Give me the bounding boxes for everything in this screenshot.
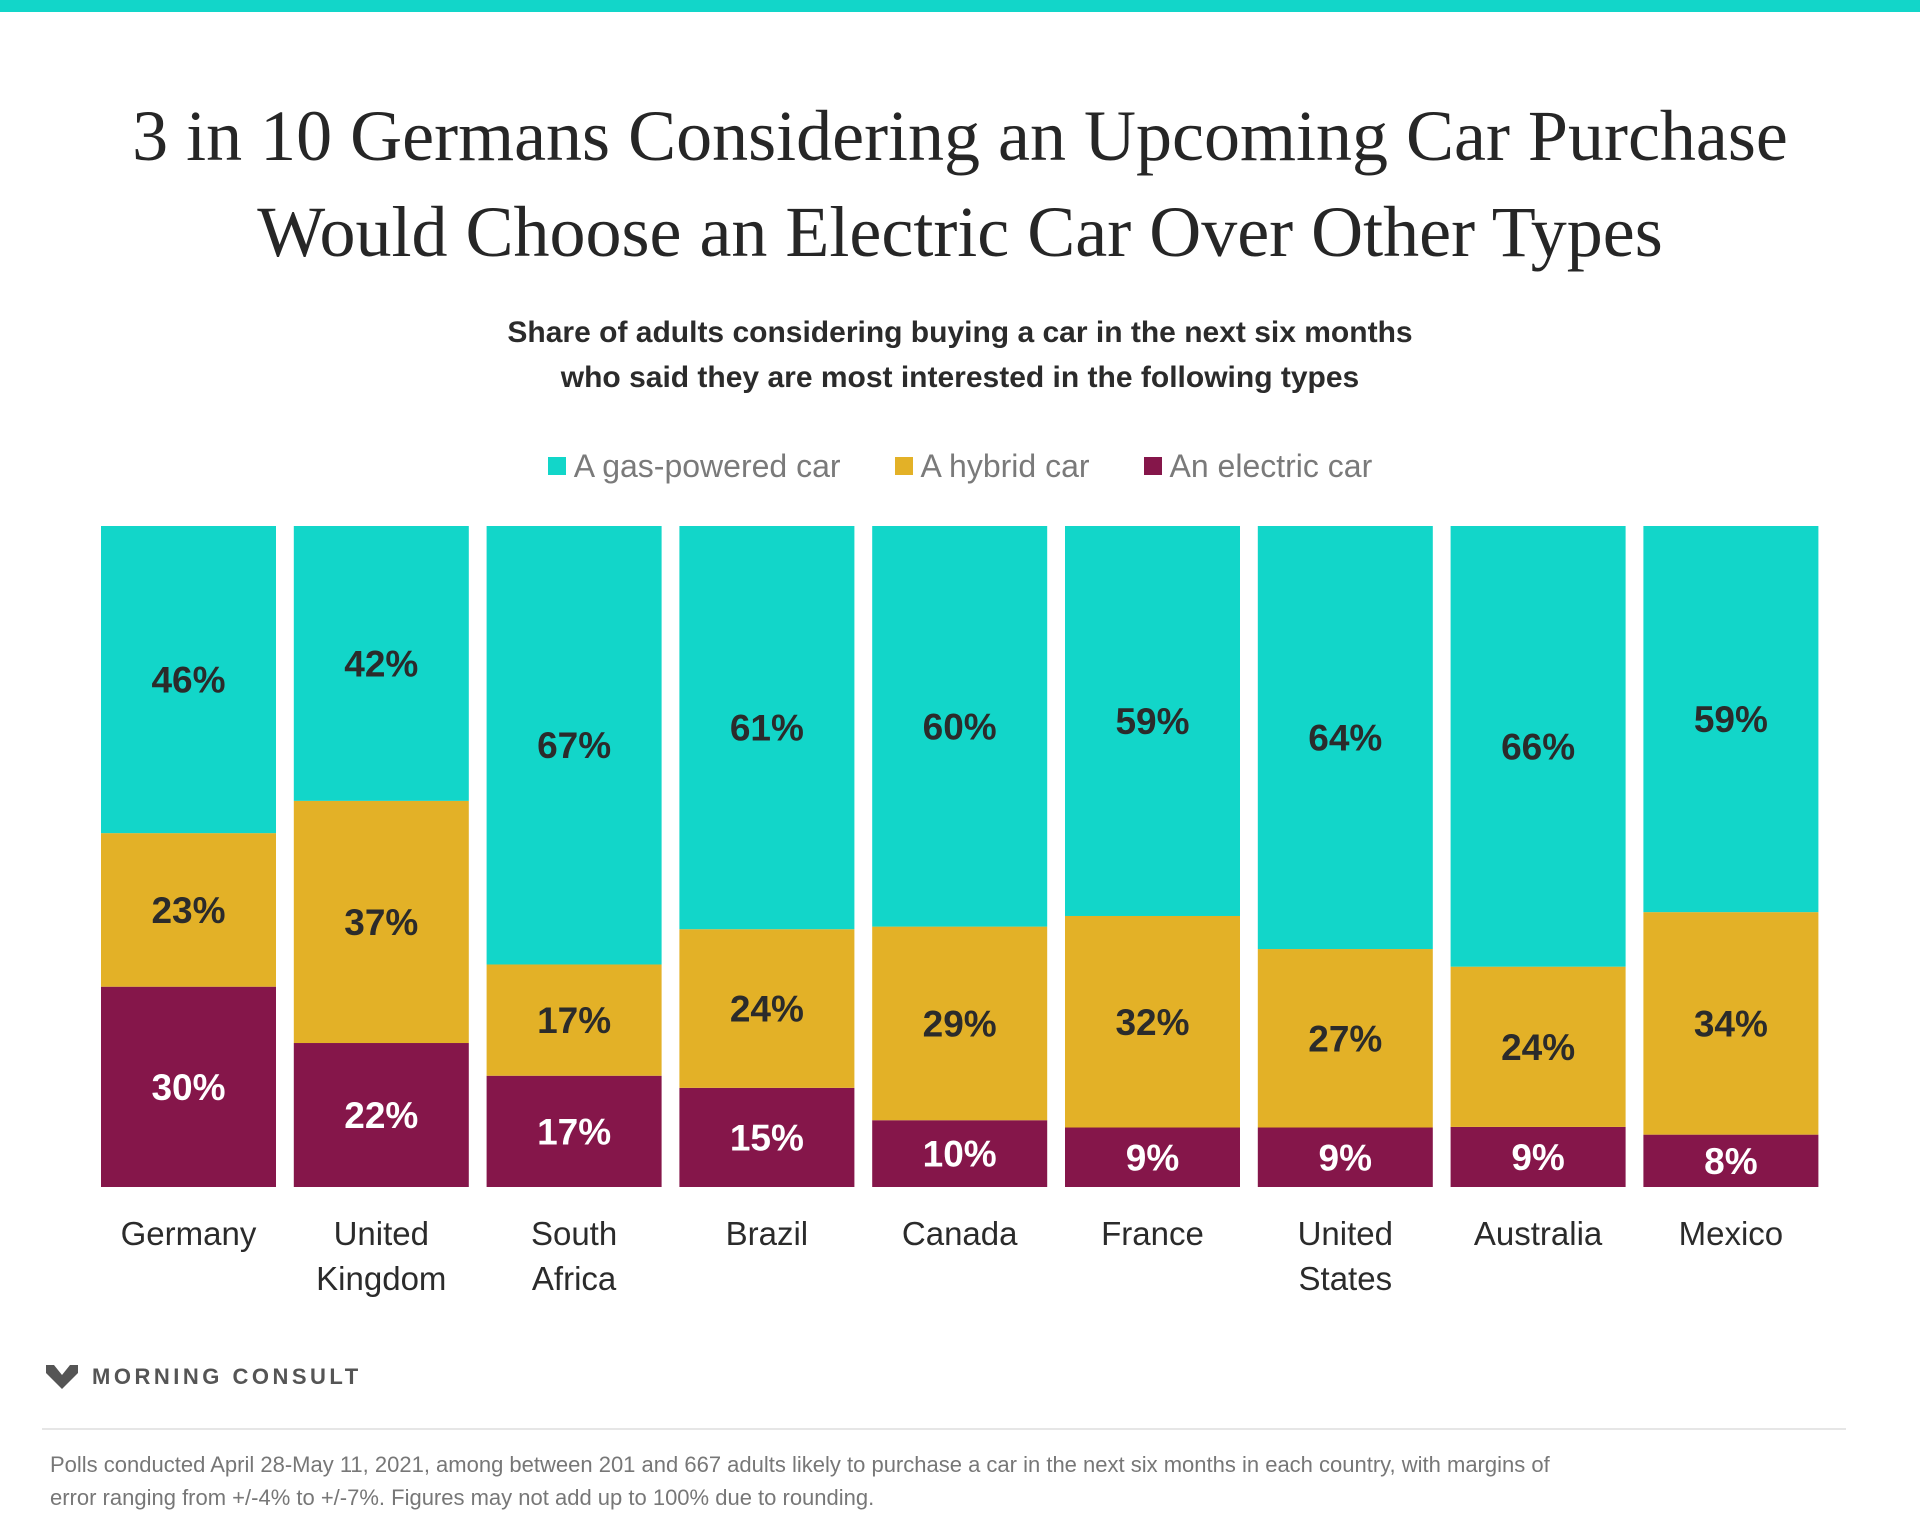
bar-segment-gas [486,526,662,965]
morning-consult-logo: MORNING CONSULT [46,1364,362,1390]
data-label-electric: 10% [923,1134,997,1175]
chart-subtitle-line-2: who said they are most interested in the… [560,361,1360,394]
top-accent-bar [0,0,1920,12]
bar-segment-gas [872,526,1048,927]
x-tick-label: Mexico [1679,1215,1784,1252]
bar-segment-hybrid [679,929,855,1088]
bar-segment-gas [101,526,276,834]
data-label-electric: 30% [151,1067,225,1108]
stacked-bar-chart: 30% 23% 46% Germany 22% 37% 42% United Kingdom 17… [101,526,1819,1297]
bar-segment-gas [293,526,469,801]
data-label-electric: 22% [344,1095,418,1136]
x-tick-label: France [1101,1215,1204,1252]
bar-segment-hybrid [1065,915,1240,1128]
data-label-hybrid: 29% [923,1003,997,1044]
data-label-hybrid: 34% [1694,1003,1768,1044]
data-label-electric: 8% [1704,1141,1757,1182]
bar-segment-hybrid [1643,912,1819,1135]
bar-segment-electric [1450,1126,1626,1187]
data-label-gas: 60% [923,706,997,747]
bar-segment-electric [872,1120,1048,1187]
legend-item-hybrid: A hybrid car [894,447,1090,485]
footer-divider [42,1428,1846,1430]
chart-title: 3 in 10 Germans Considering an Upcoming … [0,88,1920,280]
bar-segment-hybrid [1450,966,1626,1127]
bar-segment-hybrid [1257,949,1433,1128]
legend-label-gas: A gas-powered car [573,447,841,484]
bar-segment-electric [1257,1127,1433,1187]
data-label-gas: 67% [537,725,611,766]
bar-segment-gas [679,526,855,930]
chart-title-line-2: Would Choose an Electric Car Over Other … [257,192,1663,272]
data-label-hybrid: 24% [730,989,804,1030]
data-label-hybrid: 23% [151,890,225,931]
data-label-electric: 9% [1126,1137,1179,1178]
data-label-gas: 59% [1694,699,1768,740]
x-tick-label: South Africa [531,1215,617,1297]
legend-item-electric: An electric car [1143,447,1373,485]
bar-segment-gas [1643,526,1819,913]
data-label-gas: 64% [1308,718,1382,759]
bar-segment-hybrid [293,800,469,1044]
chart-legend: A gas-powered car A hybrid car An electr… [0,444,1920,488]
data-label-gas: 46% [151,660,225,701]
x-tick-label: Canada [902,1215,1018,1252]
legend-label-hybrid: A hybrid car [920,447,1090,484]
data-label-gas: 42% [344,643,418,684]
data-label-electric: 17% [537,1111,611,1152]
data-label-electric: 9% [1511,1137,1564,1178]
bar-segment-electric [101,986,276,1187]
footnote-line-1: Polls conducted April 28-May 11, 2021, a… [50,1452,1550,1477]
footnote: Polls conducted April 28-May 11, 2021, a… [50,1448,1870,1514]
legend-item-gas: A gas-powered car [547,447,841,485]
legend-swatch-gas [547,457,566,475]
data-label-hybrid: 32% [1115,1002,1189,1043]
bar-segment-electric [486,1075,662,1187]
chart-title-line-1: 3 in 10 Germans Considering an Upcoming … [132,96,1788,176]
data-label-electric: 9% [1319,1137,1372,1178]
bar-segment-gas [1257,526,1433,950]
x-tick-label: United States [1298,1215,1393,1297]
x-tick-label: Australia [1474,1215,1603,1252]
data-label-hybrid: 24% [1501,1027,1575,1068]
bar-segment-hybrid [486,964,662,1076]
chart-subtitle-line-1: Share of adults considering buying a car… [507,316,1413,349]
data-label-hybrid: 37% [344,902,418,943]
x-tick-label: Brazil [726,1215,809,1252]
data-label-electric: 15% [730,1117,804,1158]
logo-text: MORNING CONSULT [92,1364,362,1389]
bar-segment-hybrid [872,926,1048,1121]
chart-subtitle: Share of adults considering buying a car… [0,310,1920,400]
morning-consult-logo-icon [46,1365,78,1389]
x-tick-label: Germany [121,1215,257,1252]
footnote-line-2: error ranging from +/-4% to +/-7%. Figur… [50,1485,875,1510]
legend-swatch-hybrid [894,457,913,475]
x-tick-label: United Kingdom [316,1215,446,1297]
bar-segment-electric [1065,1127,1240,1187]
data-label-hybrid: 27% [1308,1018,1382,1059]
legend-swatch-electric [1143,457,1162,475]
bar-segment-electric [1643,1134,1819,1187]
data-label-gas: 61% [730,708,804,749]
bar-segment-electric [293,1043,469,1187]
data-label-gas: 59% [1115,701,1189,742]
data-label-hybrid: 17% [537,1000,611,1041]
bar-segment-gas [1450,526,1626,967]
bar-segment-hybrid [101,833,276,987]
data-label-gas: 66% [1501,726,1575,767]
legend-label-electric: An electric car [1169,447,1373,484]
bar-segment-gas [1065,526,1240,916]
bar-segment-electric [679,1087,855,1187]
